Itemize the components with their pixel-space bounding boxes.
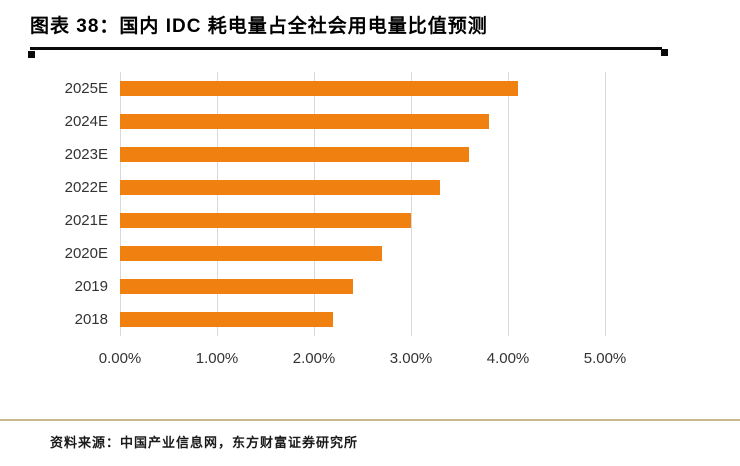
figure-header: 图表 38：国内 IDC 耗电量占全社会用电量比值预测 (0, 0, 740, 58)
bar (120, 147, 470, 162)
y-tick-label: 2023E (64, 146, 108, 163)
bar-row: 2022E (40, 171, 605, 204)
y-tick-label: 2022E (64, 179, 108, 196)
bar-track (120, 312, 605, 327)
figure-title: 图表 38：国内 IDC 耗电量占全社会用电量比值预测 (30, 16, 488, 37)
bar (120, 246, 382, 261)
bar (120, 180, 441, 195)
bar (120, 114, 489, 129)
bar (120, 81, 518, 96)
bar (120, 279, 353, 294)
source-text: 资料来源：中国产业信息网，东方财富证券研究所 (50, 435, 359, 450)
title-underline (28, 47, 668, 58)
bar-row: 2025E (40, 72, 605, 105)
y-tick-label: 2019 (74, 278, 108, 295)
bar-track (120, 213, 605, 228)
x-tick-label: 2.00% (292, 350, 336, 367)
bar (120, 213, 411, 228)
bar-row: 2019 (40, 270, 605, 303)
bar (120, 312, 334, 327)
title-rule-right-square-marker (661, 49, 668, 56)
bar-track (120, 246, 605, 261)
y-tick-label: 2020E (64, 245, 108, 262)
bar-track (120, 180, 605, 195)
bar-row: 2023E (40, 138, 605, 171)
bar-row: 2024E (40, 105, 605, 138)
bar-track (120, 147, 605, 162)
idc-power-ratio-bar-chart: 2025E 2024E 2023E 2022E 2021E 2020E 2019 2018 0… (0, 72, 740, 376)
gridline (605, 72, 606, 336)
y-tick-label: 2021E (64, 212, 108, 229)
bar-rows: 2025E 2024E 2023E 2022E 2021E 2020E 2019 2018 (40, 72, 605, 336)
plot-area: 2025E 2024E 2023E 2022E 2021E 2020E 2019 2018 (40, 72, 606, 336)
x-axis: 0.00% 1.00% 2.00% 3.00% 4.00% 5.00% (99, 350, 627, 376)
y-tick-label: 2025E (64, 80, 108, 97)
y-tick-label: 2024E (64, 113, 108, 130)
bar-row: 2020E (40, 237, 605, 270)
x-tick-label: 1.00% (195, 350, 239, 367)
y-tick-label: 2018 (74, 311, 108, 328)
bar-row: 2021E (40, 204, 605, 237)
source-note: 资料来源：中国产业信息网，东方财富证券研究所 (0, 419, 740, 466)
x-tick-label: 4.00% (486, 350, 530, 367)
x-tick-label: 3.00% (389, 350, 433, 367)
bar-track (120, 114, 605, 129)
x-tick-label: 5.00% (583, 350, 627, 367)
bar-track (120, 279, 605, 294)
x-tick-label: 0.00% (98, 350, 142, 367)
bar-row: 2018 (40, 303, 605, 336)
title-rule-left-square-marker (28, 51, 35, 58)
bar-track (120, 81, 605, 96)
